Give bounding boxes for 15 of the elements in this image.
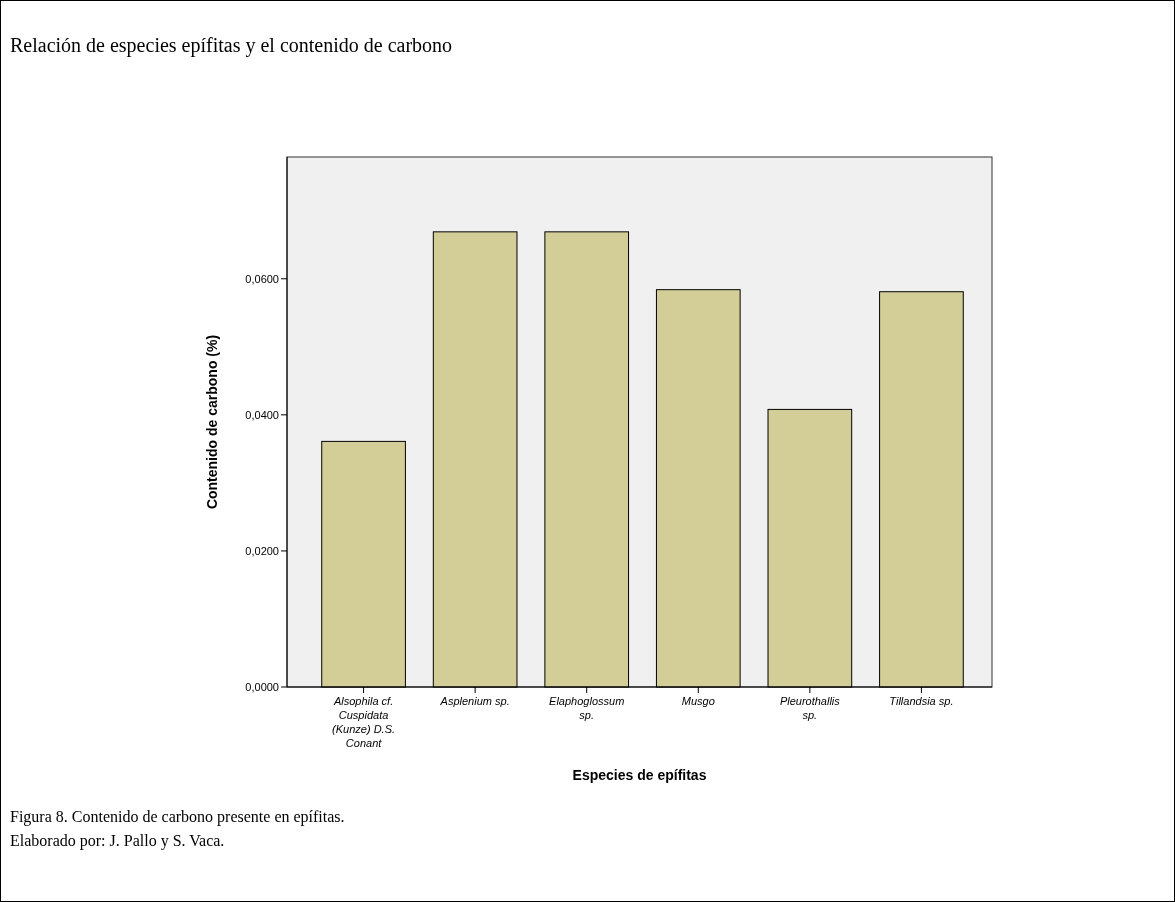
text: Elaborado por: J. Pallo y S. Vaca. bbox=[10, 832, 225, 850]
x-tick-label: Alsophila cf. Cuspidata (Kunze) D.S. Conant bbox=[332, 695, 396, 749]
x-tick-label: Musgo bbox=[681, 695, 715, 707]
y-tick-label: 0,0200 bbox=[245, 544, 279, 557]
chart-title: Relación de especies epífitas y el contenido de carbono bbox=[10, 34, 453, 57]
y-tick-label: 0,0600 bbox=[245, 272, 279, 285]
text: Figura 8. Contenido de carbono presente en epífitas. bbox=[10, 808, 345, 826]
x-tick-label: Elaphoglossum sp. bbox=[549, 695, 625, 721]
x-axis-title: Especies de epífitas bbox=[572, 767, 707, 783]
x-tick-label: Tillandsia sp. bbox=[889, 695, 954, 707]
x-tick-label: Asplenium sp. bbox=[439, 695, 510, 707]
y-tick-label: 0,0000 bbox=[245, 680, 279, 693]
y-tick-label: 0,0400 bbox=[245, 408, 279, 421]
y-axis-title: Contenido de carbono (%) bbox=[204, 334, 220, 510]
x-tick-label: Pleurothallis sp. bbox=[779, 695, 841, 721]
